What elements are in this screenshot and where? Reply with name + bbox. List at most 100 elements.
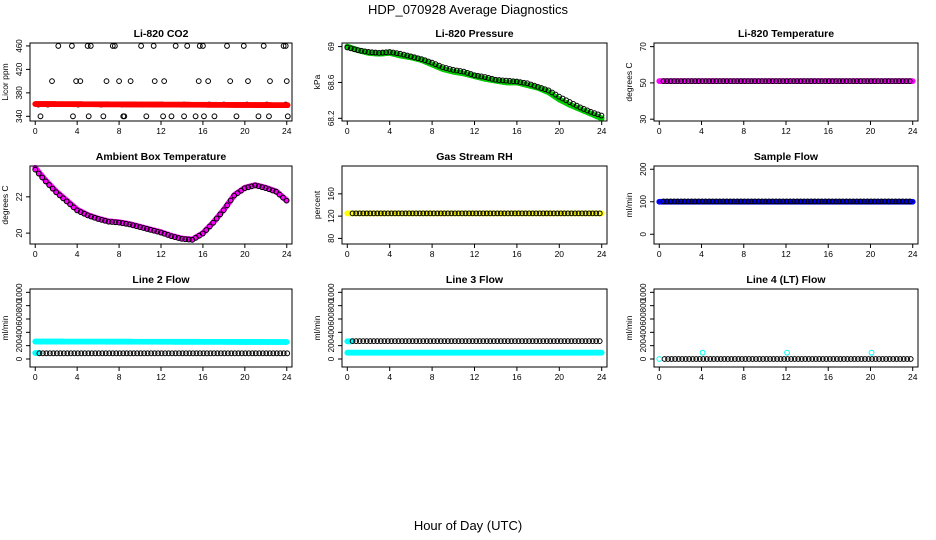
data-point	[439, 64, 446, 71]
data-point	[524, 80, 531, 87]
x-tick-label: 4	[75, 372, 80, 382]
data-point	[446, 66, 453, 72]
data-point	[37, 113, 44, 120]
data-point	[706, 78, 713, 84]
data-point	[889, 78, 895, 84]
data-point	[723, 78, 730, 84]
x-tick-label: 12	[156, 249, 166, 259]
panel-title: Line 3 Flow	[446, 274, 504, 286]
x-tick-label: 24	[282, 372, 292, 382]
data-point	[674, 78, 681, 84]
y-tick-label: 68.6	[327, 74, 336, 90]
x-tick-label: 12	[781, 126, 791, 136]
plot-frame	[341, 165, 608, 245]
data-point	[529, 210, 536, 217]
x-tick-label: 20	[866, 249, 876, 259]
data-point	[70, 204, 77, 211]
data-points	[32, 338, 291, 357]
data-point	[906, 78, 913, 84]
data-point	[266, 186, 272, 193]
data-point	[388, 210, 395, 217]
data-point	[759, 78, 765, 84]
data-point	[370, 210, 377, 217]
data-point	[480, 210, 487, 217]
data-point	[811, 78, 818, 84]
y-axis-label: degrees C	[624, 62, 634, 101]
x-tick-label: 20	[866, 372, 876, 382]
data-point	[527, 81, 534, 88]
data-point	[42, 178, 49, 185]
data-point	[505, 210, 511, 217]
panel-title: Gas Stream RH	[436, 151, 512, 163]
data-point	[381, 210, 388, 217]
data-point	[105, 218, 112, 225]
data-point	[752, 78, 758, 84]
data-point	[377, 210, 384, 217]
x-tick-label: 12	[470, 249, 480, 259]
data-point	[157, 229, 164, 236]
data-point	[540, 210, 547, 217]
data-point	[409, 210, 416, 217]
data-point	[181, 113, 187, 120]
data-point	[395, 210, 402, 217]
data-point	[822, 78, 829, 84]
y-tick-label: 0	[327, 356, 336, 361]
data-point	[95, 216, 101, 222]
data-point	[882, 78, 888, 84]
data-point	[402, 210, 409, 217]
data-point	[137, 224, 143, 231]
data-point	[91, 214, 98, 221]
data-point	[483, 210, 490, 217]
data-point	[755, 78, 762, 84]
data-point	[685, 78, 692, 84]
data-point	[437, 210, 444, 217]
data-point	[720, 78, 727, 84]
x-tick-label: 16	[512, 372, 522, 382]
data-point	[427, 210, 434, 217]
panel-title: Line 4 (LT) Flow	[746, 274, 826, 286]
data-point	[353, 210, 360, 217]
y-tick-label: 600	[639, 312, 648, 326]
data-point	[843, 78, 850, 84]
data-point	[709, 78, 716, 84]
data-point	[69, 43, 75, 49]
y-tick-label: 200	[639, 162, 648, 176]
x-tick-label: 20	[240, 372, 250, 382]
data-point	[496, 77, 502, 83]
data-point	[84, 212, 91, 219]
data-point	[508, 210, 515, 217]
data-point	[517, 79, 524, 86]
data-point	[356, 210, 363, 217]
data-point	[656, 356, 663, 362]
data-point	[199, 230, 206, 237]
y-tick-label: 1000	[327, 283, 336, 301]
data-point	[494, 210, 501, 217]
data-point	[598, 349, 605, 356]
data-point	[593, 210, 600, 217]
data-point	[899, 78, 906, 84]
data-point	[878, 78, 885, 84]
data-point	[506, 78, 513, 84]
data-point	[688, 78, 695, 84]
data-point	[164, 232, 171, 238]
data-point	[397, 50, 404, 57]
data-point	[55, 43, 62, 49]
x-tick-label: 4	[387, 249, 392, 259]
data-point	[133, 223, 140, 230]
y-tick-label: 400	[15, 325, 24, 339]
data-point	[372, 49, 379, 56]
data-points	[656, 198, 916, 205]
x-tick-label: 4	[387, 372, 392, 382]
data-point	[422, 57, 428, 64]
data-point	[109, 43, 116, 49]
data-point	[861, 78, 867, 84]
x-tick-label: 20	[555, 126, 565, 136]
data-point	[154, 228, 161, 235]
data-point	[220, 207, 227, 214]
x-tick-label: 24	[908, 249, 918, 259]
data-point	[425, 58, 432, 65]
data-point	[565, 210, 571, 217]
data-point	[730, 78, 737, 84]
data-point	[206, 223, 213, 230]
